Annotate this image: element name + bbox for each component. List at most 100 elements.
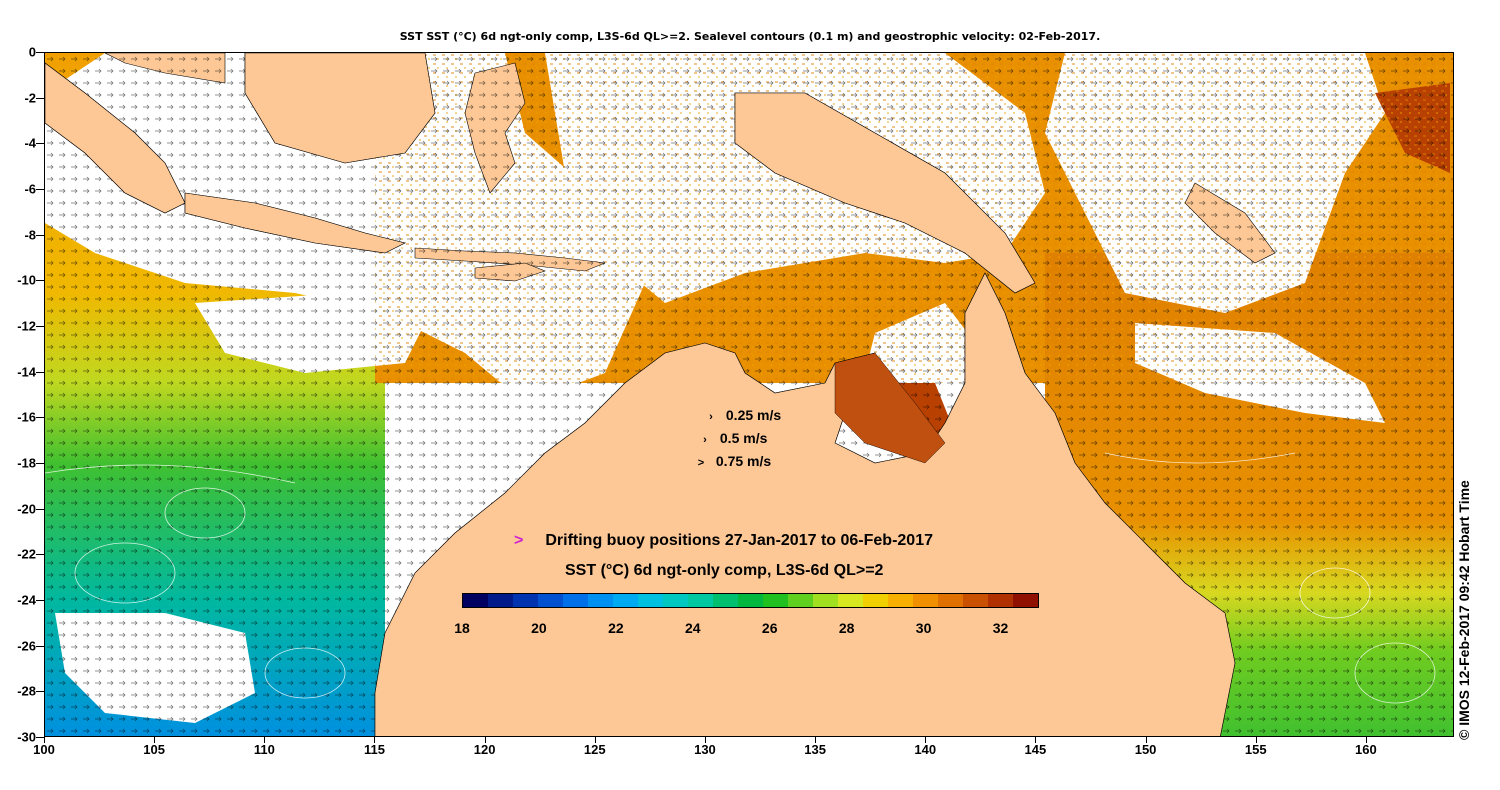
x-tick-mark [484, 737, 486, 743]
y-tick-mark [36, 326, 44, 327]
colorbar-swatch [838, 594, 863, 607]
colorbar-swatch [688, 594, 713, 607]
x-tick-mark [1365, 737, 1367, 743]
y-tick-label: -28 [17, 683, 36, 699]
colorbar-swatch [888, 594, 913, 607]
colorbar-swatch [863, 594, 888, 607]
x-tick-mark [264, 737, 266, 743]
colorbar-tick-label: 28 [838, 620, 855, 636]
colorbar-swatch [638, 594, 663, 607]
velocity-legend-05: › 0.5 m/s [694, 430, 767, 446]
y-tick-mark [36, 143, 44, 145]
y-tick-mark [36, 737, 44, 738]
arrow-icon: > [697, 457, 705, 469]
x-tick-label: 150 [1134, 742, 1157, 757]
y-tick-label: -2 [24, 90, 36, 106]
buoy-marker-icon: > [514, 532, 524, 549]
colorbar-tick-label: 30 [915, 620, 932, 636]
colorbar-tick-label: 24 [685, 620, 701, 636]
colorbar-swatch [713, 594, 738, 607]
colorbar-swatch [938, 594, 963, 607]
x-tick-label: 125 [583, 742, 606, 757]
colorbar-tick-label: 32 [992, 620, 1009, 636]
velocity-legend-label: 0.25 m/s [725, 407, 782, 423]
arrow-icon: › [709, 411, 713, 423]
y-tick-mark [36, 371, 44, 373]
colorbar-swatch [738, 594, 763, 607]
x-tick-label: 135 [804, 742, 826, 757]
y-tick-label: -26 [17, 638, 36, 654]
x-tick-mark [815, 737, 817, 743]
y-tick-mark [36, 417, 44, 419]
colorbar-swatch [588, 594, 613, 607]
buoy-legend: > Drifting buoy positions 27-Jan-2017 to … [514, 532, 933, 550]
colorbar-swatch [763, 594, 788, 607]
y-tick-mark [36, 645, 44, 647]
x-tick-mark [374, 737, 376, 743]
y-tick-label: -10 [17, 272, 36, 288]
y-tick-label: -30 [17, 729, 36, 745]
colorbar-swatch [513, 594, 538, 607]
y-tick-label: -22 [17, 546, 36, 562]
x-tick-label: 155 [1244, 742, 1267, 757]
colorbar-swatch [813, 594, 838, 607]
x-tick-mark [154, 737, 156, 743]
colorbar-swatch [563, 594, 588, 607]
colorbar-swatch [963, 594, 988, 607]
colorbar-swatch [488, 594, 513, 607]
colorbar-swatch [613, 594, 638, 607]
y-tick-mark [36, 463, 44, 464]
colorbar-tick-label: 26 [761, 620, 778, 636]
y-tick-label: -18 [17, 455, 36, 471]
y-tick-mark [36, 97, 44, 99]
y-tick-mark [36, 280, 44, 282]
map-title: SST SST (°C) 6d ngt-only comp, L3S-6d QL… [399, 30, 1101, 43]
colorbar-swatch [988, 594, 1013, 607]
x-tick-label: 105 [143, 742, 166, 757]
y-tick-mark [36, 234, 44, 236]
colorbar-swatch [1013, 594, 1038, 607]
colorbar-swatch [463, 594, 488, 607]
colorbar-tick-label: 20 [531, 620, 547, 636]
land-overlay [45, 53, 1236, 736]
colorbar-swatch [538, 594, 563, 607]
colorbar-tick-label: 18 [454, 620, 470, 636]
y-tick-mark [36, 554, 44, 556]
velocity-legend-label: 0.75 m/s [715, 453, 772, 469]
y-tick-label: 0 [28, 44, 36, 60]
sealevel-contours [45, 452, 1436, 704]
x-tick-mark [704, 737, 706, 743]
y-tick-label: -20 [17, 501, 36, 517]
x-tick-label: 120 [473, 742, 496, 757]
velocity-legend-025: › 0.25 m/s [700, 407, 781, 423]
colorbar-title: SST (°C) 6d ngt-only comp, L3S-6d QL>=2 [565, 562, 884, 579]
x-tick-label: 140 [914, 742, 937, 757]
x-tick-label: 145 [1024, 742, 1047, 757]
colorbar-tick-label: 22 [608, 620, 624, 636]
y-tick-label: -8 [24, 227, 36, 243]
x-tick-label: 110 [253, 742, 275, 757]
colorbar-swatch [663, 594, 688, 607]
colorbar [462, 593, 1039, 608]
y-tick-mark [36, 691, 44, 693]
x-tick-label: 100 [33, 742, 55, 757]
y-tick-label: -16 [17, 409, 36, 425]
x-tick-mark [594, 737, 596, 743]
x-tick-label: 160 [1355, 742, 1377, 757]
colorbar-swatch [913, 594, 938, 607]
y-tick-label: -24 [17, 592, 36, 608]
x-tick-mark [1035, 737, 1037, 743]
sst-map [44, 52, 1454, 737]
velocity-legend-075: > 0.75 m/s [690, 453, 771, 469]
credit-text: © IMOS 12-Feb-2017 09:42 Hobart Time [1456, 480, 1472, 740]
x-tick-mark [1145, 737, 1147, 743]
y-tick-label: -4 [24, 135, 36, 151]
y-tick-mark [36, 52, 44, 53]
x-tick-mark [925, 737, 927, 743]
y-tick-mark [36, 600, 44, 601]
colorbar-swatch [788, 594, 813, 607]
y-tick-mark [36, 508, 44, 510]
arrow-icon: › [703, 434, 707, 446]
buoy-legend-label: Drifting buoy positions 27-Jan-2017 to 0… [545, 532, 933, 549]
x-tick-mark [44, 737, 45, 743]
